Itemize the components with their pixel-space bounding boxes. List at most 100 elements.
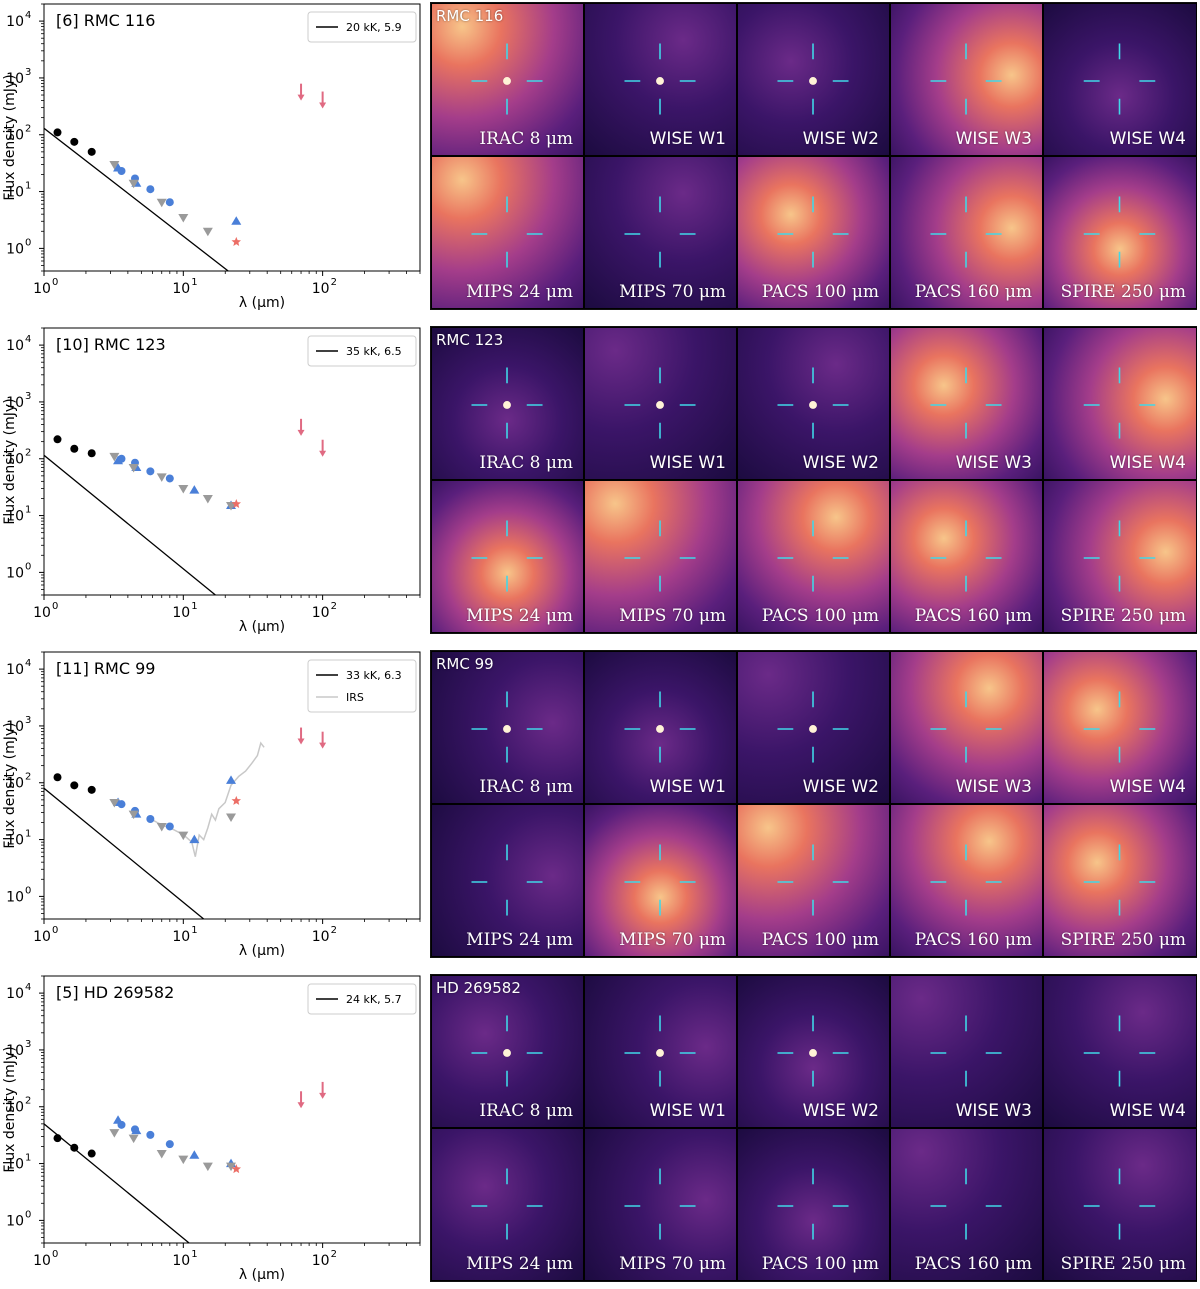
band-label: WISE W3 bbox=[955, 1101, 1032, 1121]
y-tick-label: 10 1 bbox=[6, 181, 31, 201]
y-tick-exponent: 0 bbox=[25, 561, 31, 572]
crosshair bbox=[1083, 367, 1156, 439]
crosshair bbox=[624, 691, 696, 763]
y-tick-label: 10 1 bbox=[6, 505, 31, 525]
legend-label: 24 kK, 5.7 bbox=[346, 993, 402, 1006]
band-label: IRAC 8 μm bbox=[479, 777, 573, 797]
y-tick-exponent: 3 bbox=[25, 391, 31, 402]
y-tick-label: 10 3 bbox=[6, 67, 31, 87]
crosshair bbox=[930, 691, 1002, 763]
x-axis-label: λ (μm) bbox=[239, 295, 285, 311]
band-label: WISE W3 bbox=[955, 129, 1032, 149]
crosshair bbox=[1083, 1168, 1156, 1240]
x-tick-base: 10 bbox=[33, 605, 51, 621]
image-tile: SPIRE 250 μm bbox=[1043, 804, 1197, 957]
image-tile: SPIRE 250 μm bbox=[1043, 480, 1197, 633]
y-axis-label: Flux density (mJy) bbox=[2, 398, 18, 524]
image-tile: WISE W3 bbox=[890, 327, 1043, 480]
source-point bbox=[503, 401, 511, 409]
data-point bbox=[146, 1130, 155, 1139]
x-tick-label: 10 0 bbox=[33, 1249, 58, 1269]
upper-limit-arrow bbox=[319, 731, 327, 749]
crosshair bbox=[1083, 43, 1156, 115]
crosshair bbox=[777, 844, 849, 916]
x-tick-label: 10 1 bbox=[172, 277, 197, 297]
x-tick-label: 10 0 bbox=[33, 277, 58, 297]
axes-frame bbox=[43, 3, 421, 272]
image-tile: PACS 160 μm bbox=[890, 480, 1043, 633]
data-point bbox=[202, 1162, 213, 1172]
data-point bbox=[53, 1134, 62, 1143]
y-tick-base: 10 bbox=[6, 185, 24, 201]
data-point bbox=[231, 1164, 241, 1174]
image-tile: RMC 99 IRAC 8 μm bbox=[431, 651, 584, 804]
y-tick-base: 10 bbox=[6, 1157, 24, 1173]
y-tick-base: 10 bbox=[6, 241, 24, 257]
image-tile: WISE W1 bbox=[584, 327, 737, 480]
source-point bbox=[656, 77, 664, 85]
y-tick-exponent: 4 bbox=[25, 658, 31, 669]
y-tick-label: 10 2 bbox=[6, 124, 31, 144]
sed-plot: Flux density (mJy)λ (μm)10 010 110 210 310 41… bbox=[2, 327, 421, 635]
image-tile: WISE W3 bbox=[890, 975, 1043, 1128]
image-tile: PACS 100 μm bbox=[737, 156, 890, 309]
band-label: MIPS 70 μm bbox=[619, 1254, 726, 1274]
x-tick-label: 10 1 bbox=[172, 925, 197, 945]
image-tile: MIPS 24 μm bbox=[431, 1128, 584, 1281]
y-tick-exponent: 2 bbox=[25, 124, 31, 135]
model-line bbox=[44, 127, 229, 271]
x-tick-base: 10 bbox=[172, 1253, 190, 1269]
data-point bbox=[87, 1149, 96, 1158]
x-tick-base: 10 bbox=[33, 1253, 51, 1269]
image-tile: WISE W1 bbox=[584, 3, 737, 156]
panel-title: [11] RMC 99 bbox=[56, 659, 155, 678]
crosshair bbox=[777, 520, 849, 592]
y-tick-exponent: 2 bbox=[25, 772, 31, 783]
image-tile: PACS 160 μm bbox=[890, 156, 1043, 309]
data-point bbox=[87, 785, 96, 794]
legend-label: 35 kK, 6.5 bbox=[346, 345, 402, 358]
crosshair bbox=[930, 844, 1002, 916]
y-tick-base: 10 bbox=[6, 338, 24, 354]
panel-title: [5] HD 269582 bbox=[56, 983, 174, 1002]
data-point bbox=[128, 464, 139, 473]
crosshair bbox=[1083, 196, 1156, 268]
data-point bbox=[178, 484, 189, 494]
sed-plot: Flux density (mJy)λ (μm)10 010 110 210 310 41… bbox=[2, 3, 421, 311]
band-label: MIPS 24 μm bbox=[466, 282, 573, 302]
image-tile: MIPS 70 μm bbox=[584, 156, 737, 309]
source-name-label: HD 269582 bbox=[436, 979, 521, 997]
band-label: IRAC 8 μm bbox=[479, 453, 573, 473]
upper-limit-arrow bbox=[297, 1091, 305, 1109]
image-tile: MIPS 70 μm bbox=[584, 1128, 737, 1281]
axes-frame bbox=[43, 975, 421, 1244]
crosshair bbox=[930, 196, 1002, 268]
data-point bbox=[189, 834, 200, 844]
crosshair bbox=[624, 1168, 696, 1240]
data-point bbox=[202, 494, 213, 504]
y-tick-exponent: 2 bbox=[25, 1096, 31, 1107]
x-tick-base: 10 bbox=[312, 929, 330, 945]
image-tile: PACS 100 μm bbox=[737, 804, 890, 957]
crosshair bbox=[930, 1015, 1002, 1087]
data-point bbox=[53, 435, 62, 444]
data-point bbox=[165, 1140, 174, 1149]
band-label: WISE W1 bbox=[649, 129, 726, 149]
image-tile: HD 269582 IRAC 8 μm bbox=[431, 975, 584, 1128]
y-tick-base: 10 bbox=[6, 719, 24, 735]
legend-label: 33 kK, 6.3 bbox=[346, 669, 402, 682]
plot-area bbox=[44, 418, 327, 595]
x-tick-exponent: 0 bbox=[52, 277, 58, 288]
crosshair bbox=[1083, 1015, 1156, 1087]
data-point bbox=[189, 485, 200, 494]
data-point bbox=[226, 813, 237, 822]
y-tick-label: 10 2 bbox=[6, 448, 31, 468]
y-tick-exponent: 1 bbox=[25, 505, 31, 516]
crosshair bbox=[624, 196, 696, 268]
x-tick-base: 10 bbox=[33, 281, 51, 297]
band-label: SPIRE 250 μm bbox=[1060, 282, 1186, 302]
upper-limit-arrow bbox=[297, 418, 305, 436]
upper-limit-arrow bbox=[297, 727, 305, 745]
band-label: MIPS 70 μm bbox=[619, 606, 726, 626]
data-point bbox=[109, 1129, 120, 1138]
